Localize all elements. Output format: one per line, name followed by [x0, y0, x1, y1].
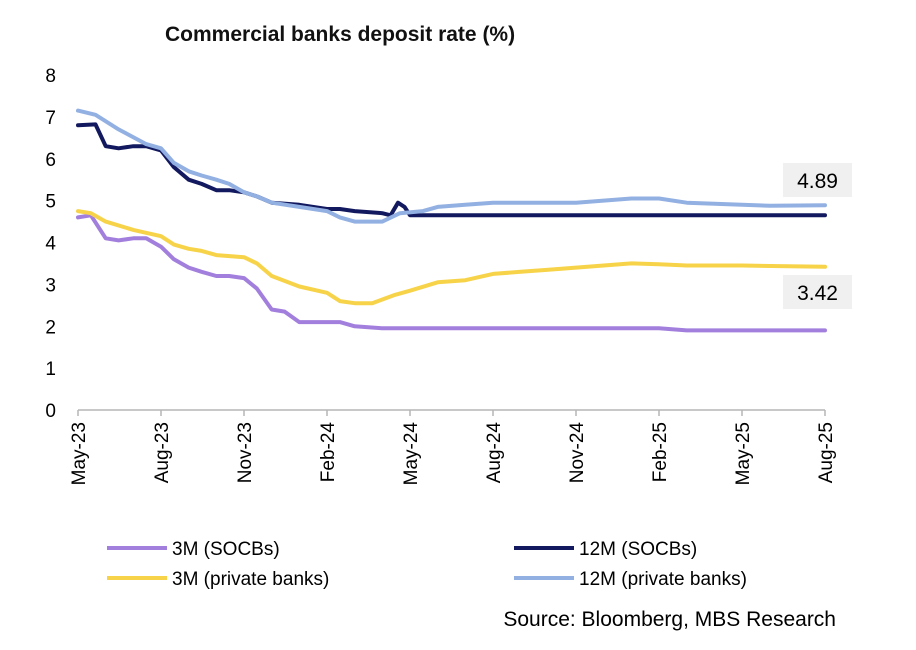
x-tick-label: May-24	[401, 422, 422, 486]
legend-label: 12M (private banks)	[579, 569, 747, 590]
x-tick-label: Nov-24	[567, 422, 588, 484]
x-tick-label: Aug-24	[484, 422, 505, 484]
y-tick-label: 4	[45, 234, 56, 255]
series-lines	[76, 108, 827, 333]
y-tick-label: 5	[45, 192, 56, 213]
x-tick-label: May-23	[69, 422, 90, 485]
x-tick-label: Aug-23	[152, 422, 173, 483]
y-tick-label: 0	[45, 401, 56, 422]
data-label-box	[783, 163, 852, 197]
data-label-box	[783, 275, 852, 309]
y-tick-label: 7	[45, 108, 56, 129]
source-note: Source: Bloomberg, MBS Research	[503, 608, 836, 631]
series-line-3	[76, 108, 827, 224]
series-line-2	[76, 209, 827, 306]
legend-label: 3M (SOCBs)	[172, 539, 280, 560]
data-label: 4.89	[797, 170, 838, 193]
x-tick-label: Feb-24	[318, 422, 339, 483]
legend-label: 12M (SOCBs)	[579, 539, 697, 560]
legend: 3M (SOCBs) 12M (SOCBs) 3M (private banks) 1…	[107, 539, 747, 590]
x-tick-label: Nov-23	[235, 422, 256, 483]
y-tick-label: 8	[45, 66, 56, 87]
series-line-0	[76, 213, 827, 333]
y-tick-label: 3	[45, 275, 56, 296]
legend-label: 3M (private banks)	[172, 569, 329, 590]
y-tick-label: 2	[45, 317, 56, 338]
x-tick-label: Aug-25	[816, 422, 837, 483]
data-label: 3.42	[797, 282, 838, 305]
y-tick-label: 6	[45, 150, 56, 171]
y-tick-label: 1	[45, 359, 56, 380]
x-tick-label: May-25	[733, 422, 754, 485]
chart-title: Commercial banks deposit rate (%)	[165, 23, 515, 46]
data-label-boxes: 4.89 3.42	[783, 163, 852, 309]
y-axis-ticks: 0 1 2 3 4 5 6 7 8	[45, 66, 56, 422]
x-tick-label: Feb-25	[650, 422, 671, 482]
x-axis: May-23 Aug-23 Nov-23 Feb-24 May-24 Aug-24 Nov-…	[69, 409, 837, 486]
